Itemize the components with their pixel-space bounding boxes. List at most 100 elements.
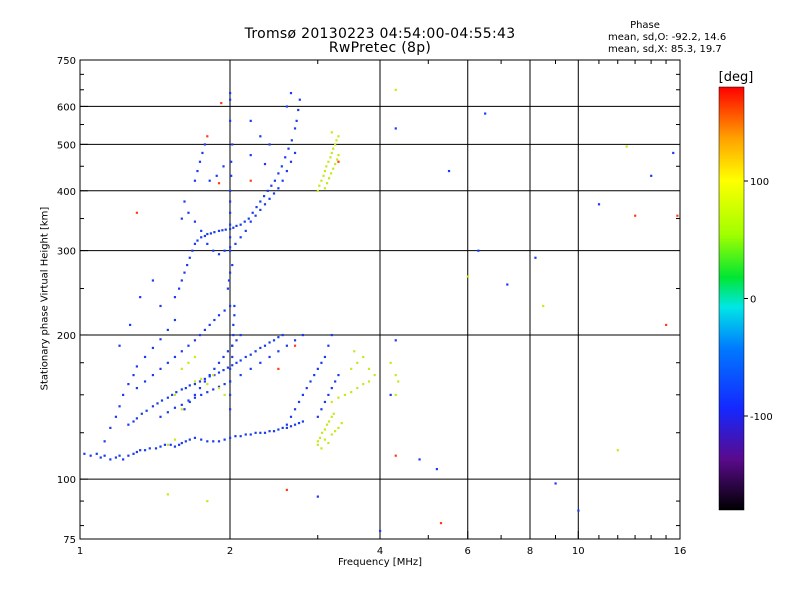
- data-point-O: [334, 380, 337, 383]
- data-point-O: [166, 411, 169, 414]
- data-point-O: [127, 382, 130, 386]
- data-point-O: [217, 229, 221, 232]
- data-point-X: [356, 386, 359, 390]
- data-point-O: [198, 386, 202, 390]
- data-point-O: [268, 143, 271, 146]
- data-point-O: [277, 336, 280, 339]
- data-point-O: [198, 333, 202, 337]
- data-point-O: [223, 249, 226, 252]
- data-point-O: [235, 339, 238, 342]
- data-point-noise: [285, 488, 288, 492]
- data-point-O: [249, 367, 252, 370]
- data-point-O: [229, 223, 232, 226]
- data-point-O: [281, 426, 284, 430]
- data-point-X: [356, 361, 359, 364]
- data-point-O: [313, 373, 316, 377]
- data-point-O: [159, 445, 162, 448]
- data-point-O: [270, 184, 273, 187]
- data-point-X: [173, 438, 177, 441]
- data-point-O: [118, 454, 121, 457]
- data-point-X: [327, 441, 330, 445]
- data-point-X: [350, 391, 353, 394]
- data-point-O: [597, 203, 601, 206]
- data-point-O: [222, 165, 225, 168]
- data-point-O: [233, 314, 236, 317]
- data-point-O: [234, 435, 237, 438]
- data-point-O: [239, 333, 242, 337]
- data-point-noise: [634, 214, 637, 217]
- data-point-O: [156, 402, 159, 405]
- y-axis-label: Stationary phase Virtual Height [km]: [39, 206, 51, 391]
- data-point-X: [212, 373, 215, 377]
- data-point-O: [323, 355, 327, 359]
- data-point-O: [200, 236, 203, 239]
- data-point-O: [135, 417, 138, 420]
- data-point-O: [281, 333, 284, 337]
- data-point-O: [109, 426, 112, 430]
- data-point-O: [103, 454, 106, 457]
- data-point-O: [239, 236, 242, 239]
- x-tick-label: 6: [465, 546, 471, 557]
- data-point-O: [285, 423, 288, 426]
- data-point-O: [234, 242, 237, 245]
- data-point-O: [200, 393, 203, 397]
- data-point-O: [263, 431, 267, 434]
- data-point-O: [316, 495, 319, 498]
- data-point-O: [231, 364, 234, 367]
- grid-lines: [80, 60, 680, 539]
- data-point-O: [177, 287, 181, 290]
- x-tick-label: 2: [227, 546, 233, 557]
- data-point-O: [208, 179, 211, 182]
- data-point-X: [340, 421, 343, 425]
- data-point-X: [206, 382, 209, 386]
- data-point-O: [109, 458, 112, 461]
- data-point-O: [259, 346, 262, 350]
- data-point-O: [223, 382, 226, 386]
- data-point-O: [196, 239, 199, 242]
- data-point-O: [230, 174, 233, 177]
- data-point-noise: [220, 101, 223, 105]
- data-point-O: [447, 169, 451, 173]
- data-point-O: [229, 380, 232, 383]
- data-point-O: [173, 296, 177, 299]
- data-point-X: [362, 355, 365, 359]
- data-point-O: [203, 377, 206, 380]
- data-point-O: [122, 458, 125, 461]
- data-point-X: [542, 304, 545, 308]
- data-point-O: [177, 443, 181, 446]
- data-point-X: [316, 440, 319, 443]
- data-point-O: [285, 169, 288, 173]
- data-point-O: [327, 344, 330, 347]
- data-point-X: [389, 361, 392, 364]
- data-point-O: [239, 223, 242, 226]
- data-point-O: [229, 211, 232, 214]
- data-point-X: [321, 431, 324, 434]
- data-point-O: [232, 333, 235, 337]
- data-point-O: [173, 445, 177, 448]
- data-point-O: [330, 333, 333, 337]
- data-point-X: [330, 131, 333, 134]
- data-point-O: [243, 220, 246, 223]
- data-point-O: [217, 361, 221, 364]
- data-point-O: [268, 197, 271, 200]
- data-point-O: [268, 430, 271, 433]
- data-point-O: [180, 388, 183, 391]
- data-point-O: [193, 179, 197, 182]
- data-point-O: [277, 428, 280, 431]
- data-point-O: [201, 151, 204, 155]
- data-point-O: [89, 454, 92, 457]
- data-point-O: [289, 415, 293, 418]
- data-point-O: [249, 220, 252, 223]
- data-point-noise: [665, 323, 668, 327]
- data-point-O: [309, 380, 312, 383]
- data-point-noise: [293, 344, 297, 347]
- data-point-O: [259, 135, 262, 138]
- x-tick-label: 10: [572, 546, 585, 557]
- data-point-X: [322, 174, 325, 177]
- data-point-O: [163, 443, 167, 446]
- data-point-O: [191, 249, 194, 252]
- data-point-O: [173, 318, 177, 322]
- data-point-O: [139, 296, 142, 299]
- data-point-X: [335, 139, 338, 142]
- data-point-O: [193, 393, 197, 397]
